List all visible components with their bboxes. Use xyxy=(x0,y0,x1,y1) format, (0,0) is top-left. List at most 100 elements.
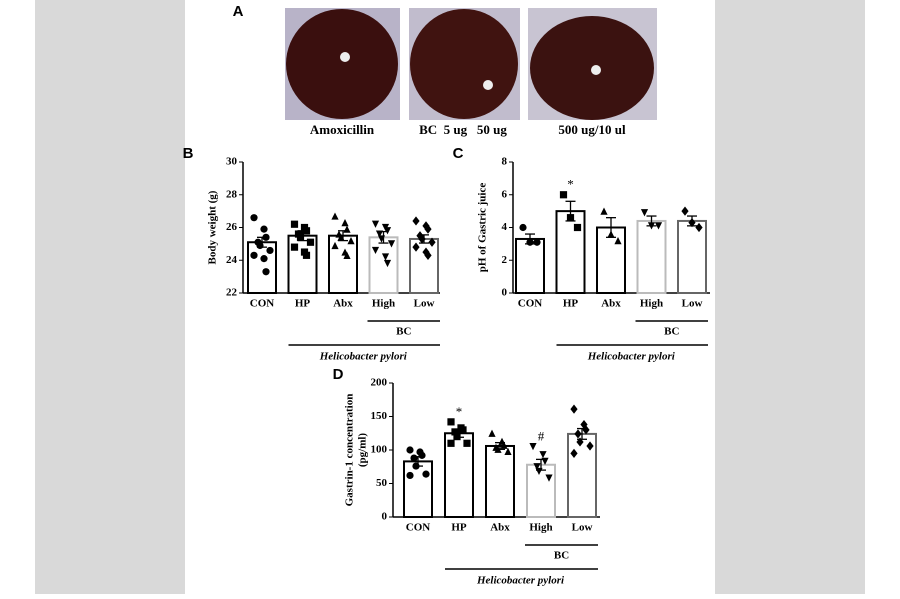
panel-label: D xyxy=(333,366,344,383)
y-axis-label: pH of Gastric juice xyxy=(477,183,489,273)
data-point xyxy=(539,451,547,459)
data-point xyxy=(529,443,537,451)
data-point xyxy=(654,222,663,230)
data-point xyxy=(519,223,527,232)
y-tick-label: 30 xyxy=(226,156,238,168)
y-tick-label: 4 xyxy=(502,221,508,233)
panel-label: B xyxy=(183,145,194,162)
bar xyxy=(328,234,358,294)
x-tick-label: Abx xyxy=(490,522,510,534)
data-point xyxy=(533,463,541,471)
bar xyxy=(555,210,586,294)
data-point xyxy=(406,446,414,454)
data-point xyxy=(488,429,496,437)
data-point xyxy=(262,268,270,276)
data-point xyxy=(640,209,649,217)
y-tick-label: 0 xyxy=(502,287,508,299)
data-point xyxy=(459,426,467,434)
caption: 500 ug/10 ul xyxy=(558,122,626,137)
plate-photos xyxy=(285,8,657,120)
data-point xyxy=(296,233,305,241)
bar xyxy=(567,432,597,519)
x-tick-label: High xyxy=(372,298,395,310)
data-point xyxy=(406,471,414,480)
data-point xyxy=(290,243,299,251)
x-tick-label: High xyxy=(529,522,552,534)
data-point xyxy=(343,251,351,259)
y-tick-label: 200 xyxy=(371,377,388,389)
data-point xyxy=(412,216,420,226)
data-point xyxy=(580,419,588,430)
data-point xyxy=(383,259,392,268)
data-point xyxy=(500,441,508,449)
data-point xyxy=(418,451,426,459)
side-panel xyxy=(715,0,865,594)
y-tick-label: 24 xyxy=(226,254,238,266)
panel-label: A xyxy=(233,3,244,20)
data-point xyxy=(424,224,432,234)
data-point xyxy=(451,428,459,436)
data-point xyxy=(260,255,268,263)
data-point xyxy=(447,439,455,447)
x-tick-label: CON xyxy=(250,298,275,310)
x-tick-label: HP xyxy=(295,298,311,310)
x-tick-label: CON xyxy=(406,522,431,534)
data-point xyxy=(428,237,436,247)
y-axis-label: Gastrin-1 concentration xyxy=(344,394,356,507)
y-tick-label: 2 xyxy=(502,254,508,266)
y-tick-label: 100 xyxy=(371,444,388,456)
data-point xyxy=(582,425,590,435)
y-axis-label: (pg/ml) xyxy=(357,433,369,468)
data-point xyxy=(347,237,355,245)
data-point xyxy=(410,454,418,462)
y-tick-label: 150 xyxy=(371,410,388,422)
y-tick-label: 22 xyxy=(226,287,238,299)
data-point xyxy=(306,238,315,246)
data-point xyxy=(381,253,390,261)
data-point xyxy=(371,246,380,255)
panel-label: C xyxy=(453,145,464,162)
data-point xyxy=(331,241,339,250)
x-tick-label: HP xyxy=(451,522,467,534)
bar xyxy=(485,444,515,519)
data-point xyxy=(290,220,299,228)
significance-marker: # xyxy=(538,429,545,444)
caption: Amoxicillin xyxy=(310,122,375,137)
significance-marker: * xyxy=(456,404,463,419)
bar xyxy=(636,219,667,294)
data-point xyxy=(383,227,392,235)
data-point xyxy=(681,206,689,216)
data-point xyxy=(576,437,584,447)
x-tick-label: HP xyxy=(563,298,579,310)
data-point xyxy=(570,448,578,458)
y-tick-label: 8 xyxy=(502,156,508,168)
y-tick-label: 26 xyxy=(226,221,238,233)
species-label: Helicobacter pylori xyxy=(476,575,565,587)
bar xyxy=(526,463,556,518)
species-label: Helicobacter pylori xyxy=(587,351,676,363)
data-point xyxy=(570,404,578,414)
y-tick-label: 6 xyxy=(502,188,508,200)
data-point xyxy=(695,222,703,233)
data-point xyxy=(250,251,258,259)
data-point xyxy=(453,433,461,441)
significance-marker: * xyxy=(567,177,574,192)
bar xyxy=(677,219,707,294)
data-point xyxy=(341,218,349,227)
x-tick-label: Abx xyxy=(333,298,353,310)
data-point xyxy=(424,250,432,260)
data-point xyxy=(600,207,608,215)
data-point xyxy=(504,447,512,455)
data-point xyxy=(545,474,553,482)
bar xyxy=(444,432,474,518)
data-point xyxy=(375,230,384,238)
y-axis-label: Body weight (g) xyxy=(207,190,219,264)
caption: BC 5 ug 50 ug xyxy=(419,122,507,137)
x-tick-label: Low xyxy=(682,298,703,310)
data-point xyxy=(463,439,471,447)
data-point xyxy=(371,220,380,228)
data-point xyxy=(559,191,568,199)
data-point xyxy=(387,240,396,248)
data-point xyxy=(343,225,351,233)
